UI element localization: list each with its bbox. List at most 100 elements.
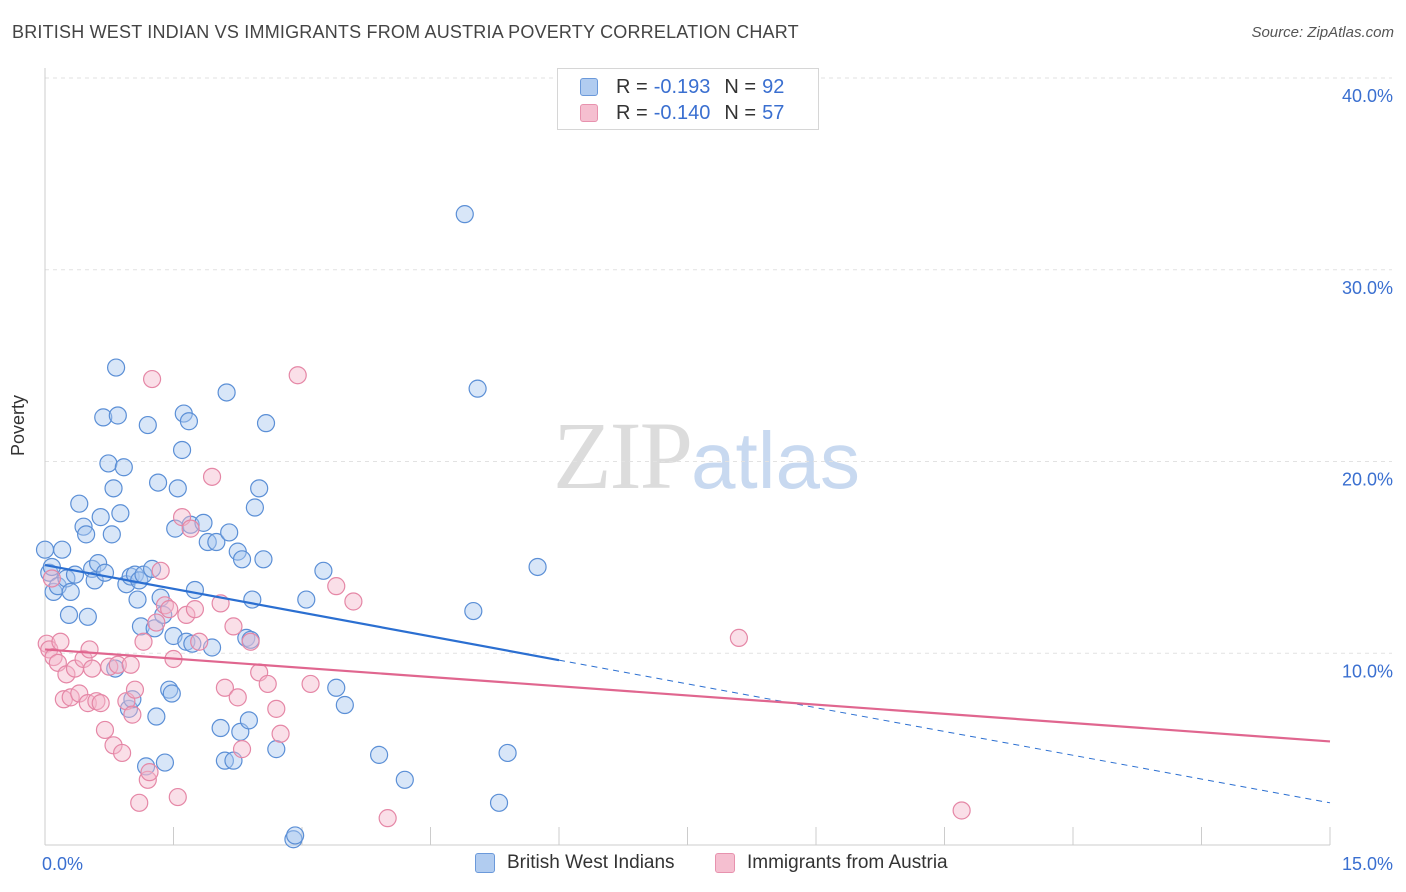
blue-point [155, 753, 175, 772]
pink-point [138, 770, 157, 789]
pink-point [80, 640, 99, 659]
pink-point [952, 801, 971, 820]
blue-point [136, 757, 156, 776]
legend-swatch-blue [580, 78, 598, 96]
blue-point [395, 770, 414, 789]
blue-point [183, 634, 202, 653]
blue-point [498, 743, 517, 763]
legend-series-name: Immigrants from Austria [747, 852, 948, 873]
blue-point [267, 740, 286, 759]
pink-point [224, 617, 243, 636]
pink-point [232, 740, 252, 759]
blue-point [335, 695, 354, 715]
blue-point [245, 498, 264, 517]
blue-point [89, 554, 108, 573]
legend-n-value: 57 [762, 101, 785, 124]
blue-point [455, 205, 474, 224]
legend-n-label: N = [724, 75, 757, 98]
chart-title: BRITISH WEST INDIAN VS IMMIGRANTS FROM A… [12, 22, 799, 42]
blue-point [99, 454, 118, 473]
blue-point [220, 523, 239, 542]
pink-point [160, 600, 179, 619]
blue-point [207, 532, 226, 552]
legend-r-label: R = [616, 75, 648, 98]
blue-point [59, 605, 79, 625]
pink-point [327, 577, 346, 596]
blue-point [168, 479, 187, 498]
blue-point [91, 508, 110, 527]
blue-point [111, 504, 130, 523]
watermark: ZIPatlas [553, 400, 860, 511]
legend-n-value: 92 [762, 75, 785, 98]
blue-point [104, 479, 123, 498]
pink-point [288, 366, 307, 385]
pink-point [228, 688, 247, 707]
legend-series-name: British West Indians [507, 852, 675, 873]
pink-point [147, 613, 166, 632]
trend-line-blue-extension [558, 659, 1331, 804]
source-label: Source: ZipAtlas.com [1251, 24, 1394, 41]
y-axis-label: Poverty [8, 394, 28, 456]
blue-point [148, 473, 168, 492]
pink-point [185, 600, 205, 619]
pink-point [95, 720, 115, 740]
blue-point [108, 406, 127, 425]
pink-point [181, 519, 200, 538]
blue-point [138, 415, 157, 435]
blue-point [489, 793, 509, 812]
pink-point [151, 561, 170, 580]
blue-point [239, 711, 258, 730]
y-tick-label: 10.0% [1342, 661, 1393, 681]
y-tick-label: 30.0% [1342, 278, 1393, 298]
pink-point [271, 724, 290, 743]
legend-swatch-blue [475, 853, 495, 873]
correlation-legend: R = -0.193 N = 92 R = -0.140 N = 57 [557, 68, 819, 130]
pink-point [142, 369, 162, 389]
trend-line-pink [44, 648, 1331, 743]
blue-point [147, 707, 166, 726]
blue-point [35, 540, 55, 559]
blue-point [185, 580, 205, 600]
legend-item-british-west-indians: British West Indians [475, 852, 675, 874]
y-tick-label: 20.0% [1342, 470, 1393, 490]
blue-point [217, 383, 236, 402]
blue-point [77, 525, 96, 544]
blue-point [53, 540, 72, 559]
legend-swatch-pink [715, 853, 735, 873]
blue-point [61, 582, 80, 601]
pink-point [344, 592, 363, 611]
blue-point [528, 557, 547, 577]
x-tick-label: 0.0% [42, 854, 83, 874]
blue-point [250, 479, 269, 498]
x-tick-label: 15.0% [1342, 854, 1393, 874]
legend-row-pink: R = -0.140 N = 57 [580, 100, 784, 126]
legend-swatch-pink [580, 104, 598, 122]
y-tick-label: 40.0% [1342, 86, 1393, 106]
blue-point [464, 601, 483, 621]
legend-r-value: -0.140 [653, 101, 711, 124]
pink-point [91, 694, 110, 713]
blue-point [162, 684, 181, 703]
pink-point [108, 655, 127, 674]
trend-line-blue [44, 563, 560, 662]
pink-point [121, 655, 140, 674]
watermark-atlas: atlas [691, 416, 860, 505]
legend-n-label: N = [724, 101, 757, 124]
pink-point [729, 628, 749, 648]
pink-point [168, 787, 187, 807]
blue-point [166, 519, 185, 538]
pink-point [83, 659, 102, 678]
blue-point [297, 590, 316, 609]
blue-point [211, 718, 230, 738]
legend-r-value: -0.193 [653, 75, 711, 98]
blue-point [131, 617, 151, 636]
blue-point [114, 458, 133, 477]
legend-r-label: R = [616, 101, 648, 124]
pink-point [267, 699, 286, 718]
blue-point [179, 412, 199, 431]
legend-row-blue: R = -0.193 N = 92 [580, 74, 784, 100]
pink-point [301, 674, 320, 694]
blue-point [70, 494, 89, 513]
watermark-zip: ZIP [553, 402, 693, 509]
blue-point [78, 607, 97, 626]
